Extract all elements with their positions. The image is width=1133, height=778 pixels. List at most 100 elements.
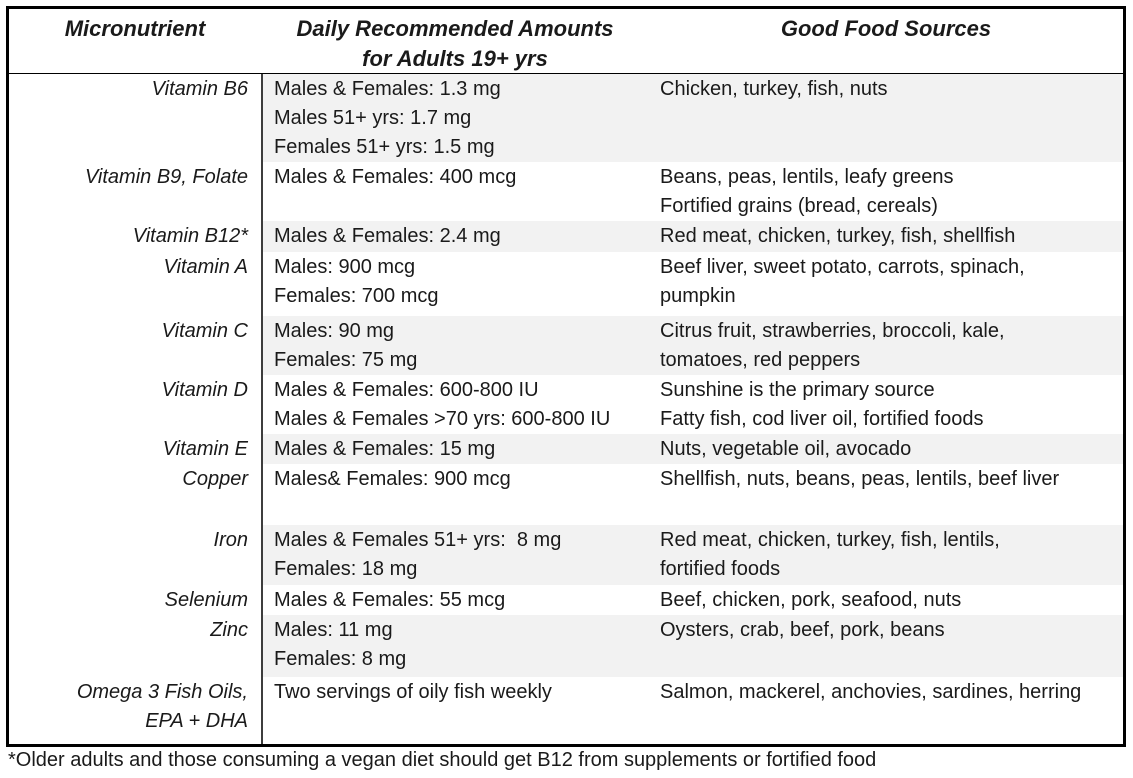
- table-row-iron: Iron Males & Females 51+ yrs: 8 mg Females…: [9, 525, 1123, 585]
- food-sources-cell: Beef, chicken, pork, seafood, nuts: [649, 585, 1123, 615]
- micronutrient-name-cell: Iron: [9, 525, 263, 585]
- text-line: Salmon, mackerel, anchovies, sardines, h…: [660, 681, 1082, 703]
- row-detail-band: Males & Females: 15 mg Nuts, vegetable oi…: [263, 434, 1123, 464]
- text-line: Females: 75 mg: [274, 349, 418, 371]
- text-line: Beef liver, sweet potato, carrots, spina…: [660, 256, 1025, 278]
- text-line: Citrus fruit, strawberries, broccoli, ka…: [660, 320, 1005, 342]
- text-line: fortified foods: [660, 558, 781, 580]
- text-line: Selenium: [164, 589, 248, 611]
- micronutrient-name-cell: Vitamin C: [9, 316, 263, 375]
- table-row-vitamin-b6: Vitamin B6 Males & Females: 1.3 mg Males 5…: [9, 74, 1123, 162]
- text-line: Males& Females: 900 mcg: [274, 468, 511, 490]
- micronutrient-name-cell: Copper: [9, 464, 263, 525]
- text-line: Fatty fish, cod liver oil, fortified foo…: [660, 408, 984, 430]
- food-sources-cell: Red meat, chicken, turkey, fish, lentils…: [649, 525, 1123, 585]
- micronutrient-name-cell: Omega 3 Fish Oils, EPA + DHA: [9, 677, 263, 744]
- text-line: Chicken, turkey, fish, nuts: [660, 78, 888, 100]
- text-line: EPA + DHA: [145, 710, 248, 732]
- micronutrient-name-cell: Vitamin B6: [9, 74, 263, 162]
- recommended-amounts-cell: Males: 900 mcg Females: 700 mcg: [263, 252, 649, 316]
- table-row-vitamin-d: Vitamin D Males & Females: 600-800 IU Male…: [9, 375, 1123, 434]
- text-line: Females: 18 mg: [274, 558, 418, 580]
- text-line: Vitamin A: [163, 256, 248, 278]
- text-line: Males: 11 mg: [274, 619, 393, 641]
- row-detail-band: Males & Females: 600-800 IU Males & Femal…: [263, 375, 1123, 434]
- text-line: pumpkin: [660, 285, 736, 307]
- header-micronutrient: Micronutrient: [64, 16, 206, 41]
- text-line: Beef, chicken, pork, seafood, nuts: [660, 589, 962, 611]
- row-detail-band: Males & Females: 55 mcg Beef, chicken, po…: [263, 585, 1123, 615]
- text-line: Females 51+ yrs: 1.5 mg: [274, 136, 495, 158]
- table-header-row: Micronutrient Daily Recommended Amounts …: [9, 9, 1123, 74]
- table-row-selenium: Selenium Males & Females: 55 mcg Beef, chi…: [9, 585, 1123, 615]
- recommended-amounts-cell: Males & Females: 1.3 mg Males 51+ yrs: 1.…: [263, 74, 649, 162]
- text-line: Beans, peas, lentils, leafy greens: [660, 166, 954, 188]
- table-row-vitamin-b12: Vitamin B12* Males & Females: 2.4 mg Red m…: [9, 221, 1123, 252]
- text-line: tomatoes, red peppers: [660, 349, 861, 371]
- row-detail-band: Males: 11 mg Females: 8 mg Oysters, crab, …: [263, 615, 1123, 677]
- text-line: Males: 900 mcg: [274, 256, 416, 278]
- text-line: Nuts, vegetable oil, avocado: [660, 438, 912, 460]
- header-amounts-line2: for Adults 19+ yrs: [362, 46, 548, 71]
- food-sources-cell: Shellfish, nuts, beans, peas, lentils, b…: [649, 464, 1123, 525]
- table-row-vitamin-b9-folate: Vitamin B9, Folate Males & Females: 400 m…: [9, 162, 1123, 221]
- text-line: Iron: [213, 529, 248, 551]
- recommended-amounts-cell: Males & Females 51+ yrs: 8 mg Females: 18…: [263, 525, 649, 585]
- row-detail-band: Males: 900 mcg Females: 700 mcg Beef liver…: [263, 252, 1123, 316]
- micronutrient-name-cell: Vitamin B12*: [9, 221, 263, 252]
- row-detail-band: Males: 90 mg Females: 75 mg Citrus fruit, …: [263, 316, 1123, 375]
- text-line: Vitamin B9, Folate: [84, 166, 248, 188]
- recommended-amounts-cell: Males& Females: 900 mcg: [263, 464, 649, 525]
- micronutrient-name-cell: Vitamin E: [9, 434, 263, 464]
- row-detail-band: Males & Females: 1.3 mg Males 51+ yrs: 1.…: [263, 74, 1123, 162]
- recommended-amounts-cell: Males: 11 mg Females: 8 mg: [263, 615, 649, 677]
- text-line: Males & Females: 600-800 IU: [274, 379, 539, 401]
- recommended-amounts-cell: Males & Females: 55 mcg: [263, 585, 649, 615]
- recommended-amounts-cell: Males & Females: 15 mg: [263, 434, 649, 464]
- text-line: Males 51+ yrs: 1.7 mg: [274, 107, 472, 129]
- text-line: Males & Females: 1.3 mg: [274, 78, 501, 100]
- food-sources-cell: Salmon, mackerel, anchovies, sardines, h…: [649, 677, 1123, 744]
- text-line: Males & Females: 400 mcg: [274, 166, 517, 188]
- row-detail-band: Males & Females: 400 mcg Beans, peas, len…: [263, 162, 1123, 221]
- header-amounts: Daily Recommended Amounts for Adults 19+…: [261, 9, 649, 73]
- row-detail-band: Two servings of oily fish weekly Salmon, …: [263, 677, 1123, 744]
- text-line: Males & Females: 2.4 mg: [274, 225, 501, 247]
- text-line: Zinc: [210, 619, 248, 641]
- text-line: Males & Females 51+ yrs: 8 mg: [274, 529, 562, 551]
- text-line: Vitamin C: [161, 320, 248, 342]
- text-line: Vitamin D: [161, 379, 248, 401]
- text-line: Omega 3 Fish Oils,: [76, 681, 248, 703]
- micronutrient-name-cell: Vitamin D: [9, 375, 263, 434]
- row-detail-band: Males & Females: 2.4 mg Red meat, chicken…: [263, 221, 1123, 252]
- text-line: Males & Females: 15 mg: [274, 438, 496, 460]
- text-line: Fortified grains (bread, cereals): [660, 195, 938, 217]
- text-line: Vitamin B6: [151, 78, 248, 100]
- text-line: Vitamin B12*: [132, 225, 248, 247]
- food-sources-cell: Citrus fruit, strawberries, broccoli, ka…: [649, 316, 1123, 375]
- table-row-omega-3-fish-oils-epa-dha: Omega 3 Fish Oils, EPA + DHA Two servings …: [9, 677, 1123, 744]
- table-row-vitamin-c: Vitamin C Males: 90 mg Females: 75 mg Citru…: [9, 316, 1123, 375]
- text-line: Red meat, chicken, turkey, fish, shellfi…: [660, 225, 1016, 247]
- micronutrient-name-cell: Zinc: [9, 615, 263, 677]
- food-sources-cell: Beef liver, sweet potato, carrots, spina…: [649, 252, 1123, 316]
- table-row-vitamin-a: Vitamin A Males: 900 mcg Females: 700 mcg B…: [9, 252, 1123, 316]
- micronutrient-table: Micronutrient Daily Recommended Amounts …: [6, 6, 1126, 747]
- text-line: Vitamin E: [162, 438, 248, 460]
- food-sources-cell: Oysters, crab, beef, pork, beans: [649, 615, 1123, 677]
- footnote-b12: *Older adults and those consuming a vega…: [8, 749, 877, 771]
- text-line: Two servings of oily fish weekly: [274, 681, 552, 703]
- text-line: Females: 700 mcg: [274, 285, 439, 307]
- text-line: Shellfish, nuts, beans, peas, lentils, b…: [660, 468, 1060, 490]
- table-body: Vitamin B6 Males & Females: 1.3 mg Males 5…: [9, 74, 1123, 744]
- row-detail-band: Males & Females 51+ yrs: 8 mg Females: 18…: [263, 525, 1123, 585]
- recommended-amounts-cell: Males & Females: 2.4 mg: [263, 221, 649, 252]
- text-line: Sunshine is the primary source: [660, 379, 935, 401]
- text-line: Males & Females >70 yrs: 600-800 IU: [274, 408, 611, 430]
- micronutrient-name-cell: Selenium: [9, 585, 263, 615]
- recommended-amounts-cell: Two servings of oily fish weekly: [263, 677, 649, 744]
- food-sources-cell: Chicken, turkey, fish, nuts: [649, 74, 1123, 162]
- recommended-amounts-cell: Males & Females: 600-800 IU Males & Femal…: [263, 375, 649, 434]
- recommended-amounts-cell: Males & Females: 400 mcg: [263, 162, 649, 221]
